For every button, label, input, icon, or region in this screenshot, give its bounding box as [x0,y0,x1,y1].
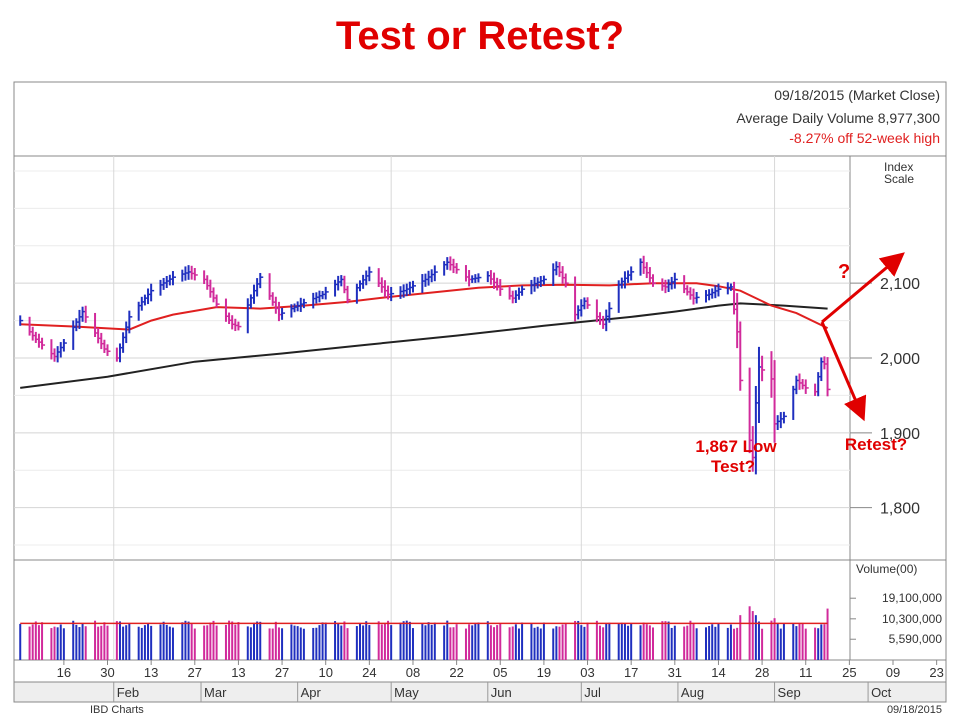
day-tick-label: 17 [624,665,638,680]
month-axis-band [13,681,947,703]
day-tick-label: 31 [668,665,682,680]
up-arrow [821,252,905,324]
ohlc-bars [19,255,831,475]
day-tick-label: 10 [318,665,332,680]
day-tick-label: 13 [144,665,158,680]
month-tick-label: Sep [778,685,801,700]
month-tick-label: Aug [681,685,704,700]
volume-tick-label: 10,300,000 [882,612,942,626]
day-tick-label: 27 [275,665,289,680]
grid [14,156,938,702]
down-arrow [820,321,867,422]
price-tick-label: 2,100 [880,276,920,293]
month-tick-label: Jul [584,685,601,700]
day-tick-label: 05 [493,665,507,680]
day-tick-label: 22 [449,665,463,680]
date-line: 09/18/2015 (Market Close) [774,87,940,103]
ma200-layer [20,302,828,389]
header-panel [13,81,947,157]
day-tick-label: 13 [231,665,245,680]
day-tick-label: 11 [799,665,813,680]
ma50-line [20,282,829,331]
volume-tick-label: 19,100,000 [882,591,942,605]
day-tick-label: 23 [929,665,943,680]
day-tick-label: 25 [842,665,856,680]
price-tick-label: 1,900 [880,426,920,443]
y-axis-title: Index Scale [884,160,914,186]
month-tick-label: Jun [491,685,512,700]
month-tick-label: Mar [204,685,227,700]
question-label: ? [838,261,850,283]
volume-line: Average Daily Volume 8,977,300 [736,110,940,126]
ma50-layer [20,282,829,331]
month-tick-label: Oct [871,685,892,700]
low-label-test: Test? [711,457,755,476]
day-tick-label: 27 [188,665,202,680]
day-tick-label: 28 [755,665,769,680]
retest-label: Retest? [845,435,907,454]
day-tick-label: 14 [711,665,725,680]
footer-date: 09/18/2015 [887,704,942,716]
ma200-line [20,302,828,389]
slide-title: Test or Retest? [335,14,625,58]
month-tick-label: Apr [301,685,322,700]
day-tick-label: 03 [580,665,594,680]
month-tick-label: Feb [117,685,139,700]
price-tick-label: 2,000 [880,351,920,368]
day-tick-label: 09 [886,665,900,680]
price-tick-label: 1,800 [880,501,920,518]
month-tick-label: May [394,685,419,700]
day-tick-label: 19 [537,665,551,680]
off-high-line: -8.27% off 52-week high [789,130,940,146]
day-tick-label: 16 [57,665,71,680]
footer-source: IBD Charts [90,704,144,716]
low-label: 1,867 Low [695,437,777,456]
day-tick-label: 08 [406,665,420,680]
day-tick-label: 30 [100,665,114,680]
volume-tick-label: 5,590,000 [889,632,943,646]
day-tick-label: 24 [362,665,376,680]
volume-axis-title: Volume(00) [856,562,917,576]
axis-labels: 2,100 2,000 1,900 1,800 16 30 13 27 13 27 10 24 08 22… [57,276,944,700]
volume-bars [19,606,829,660]
